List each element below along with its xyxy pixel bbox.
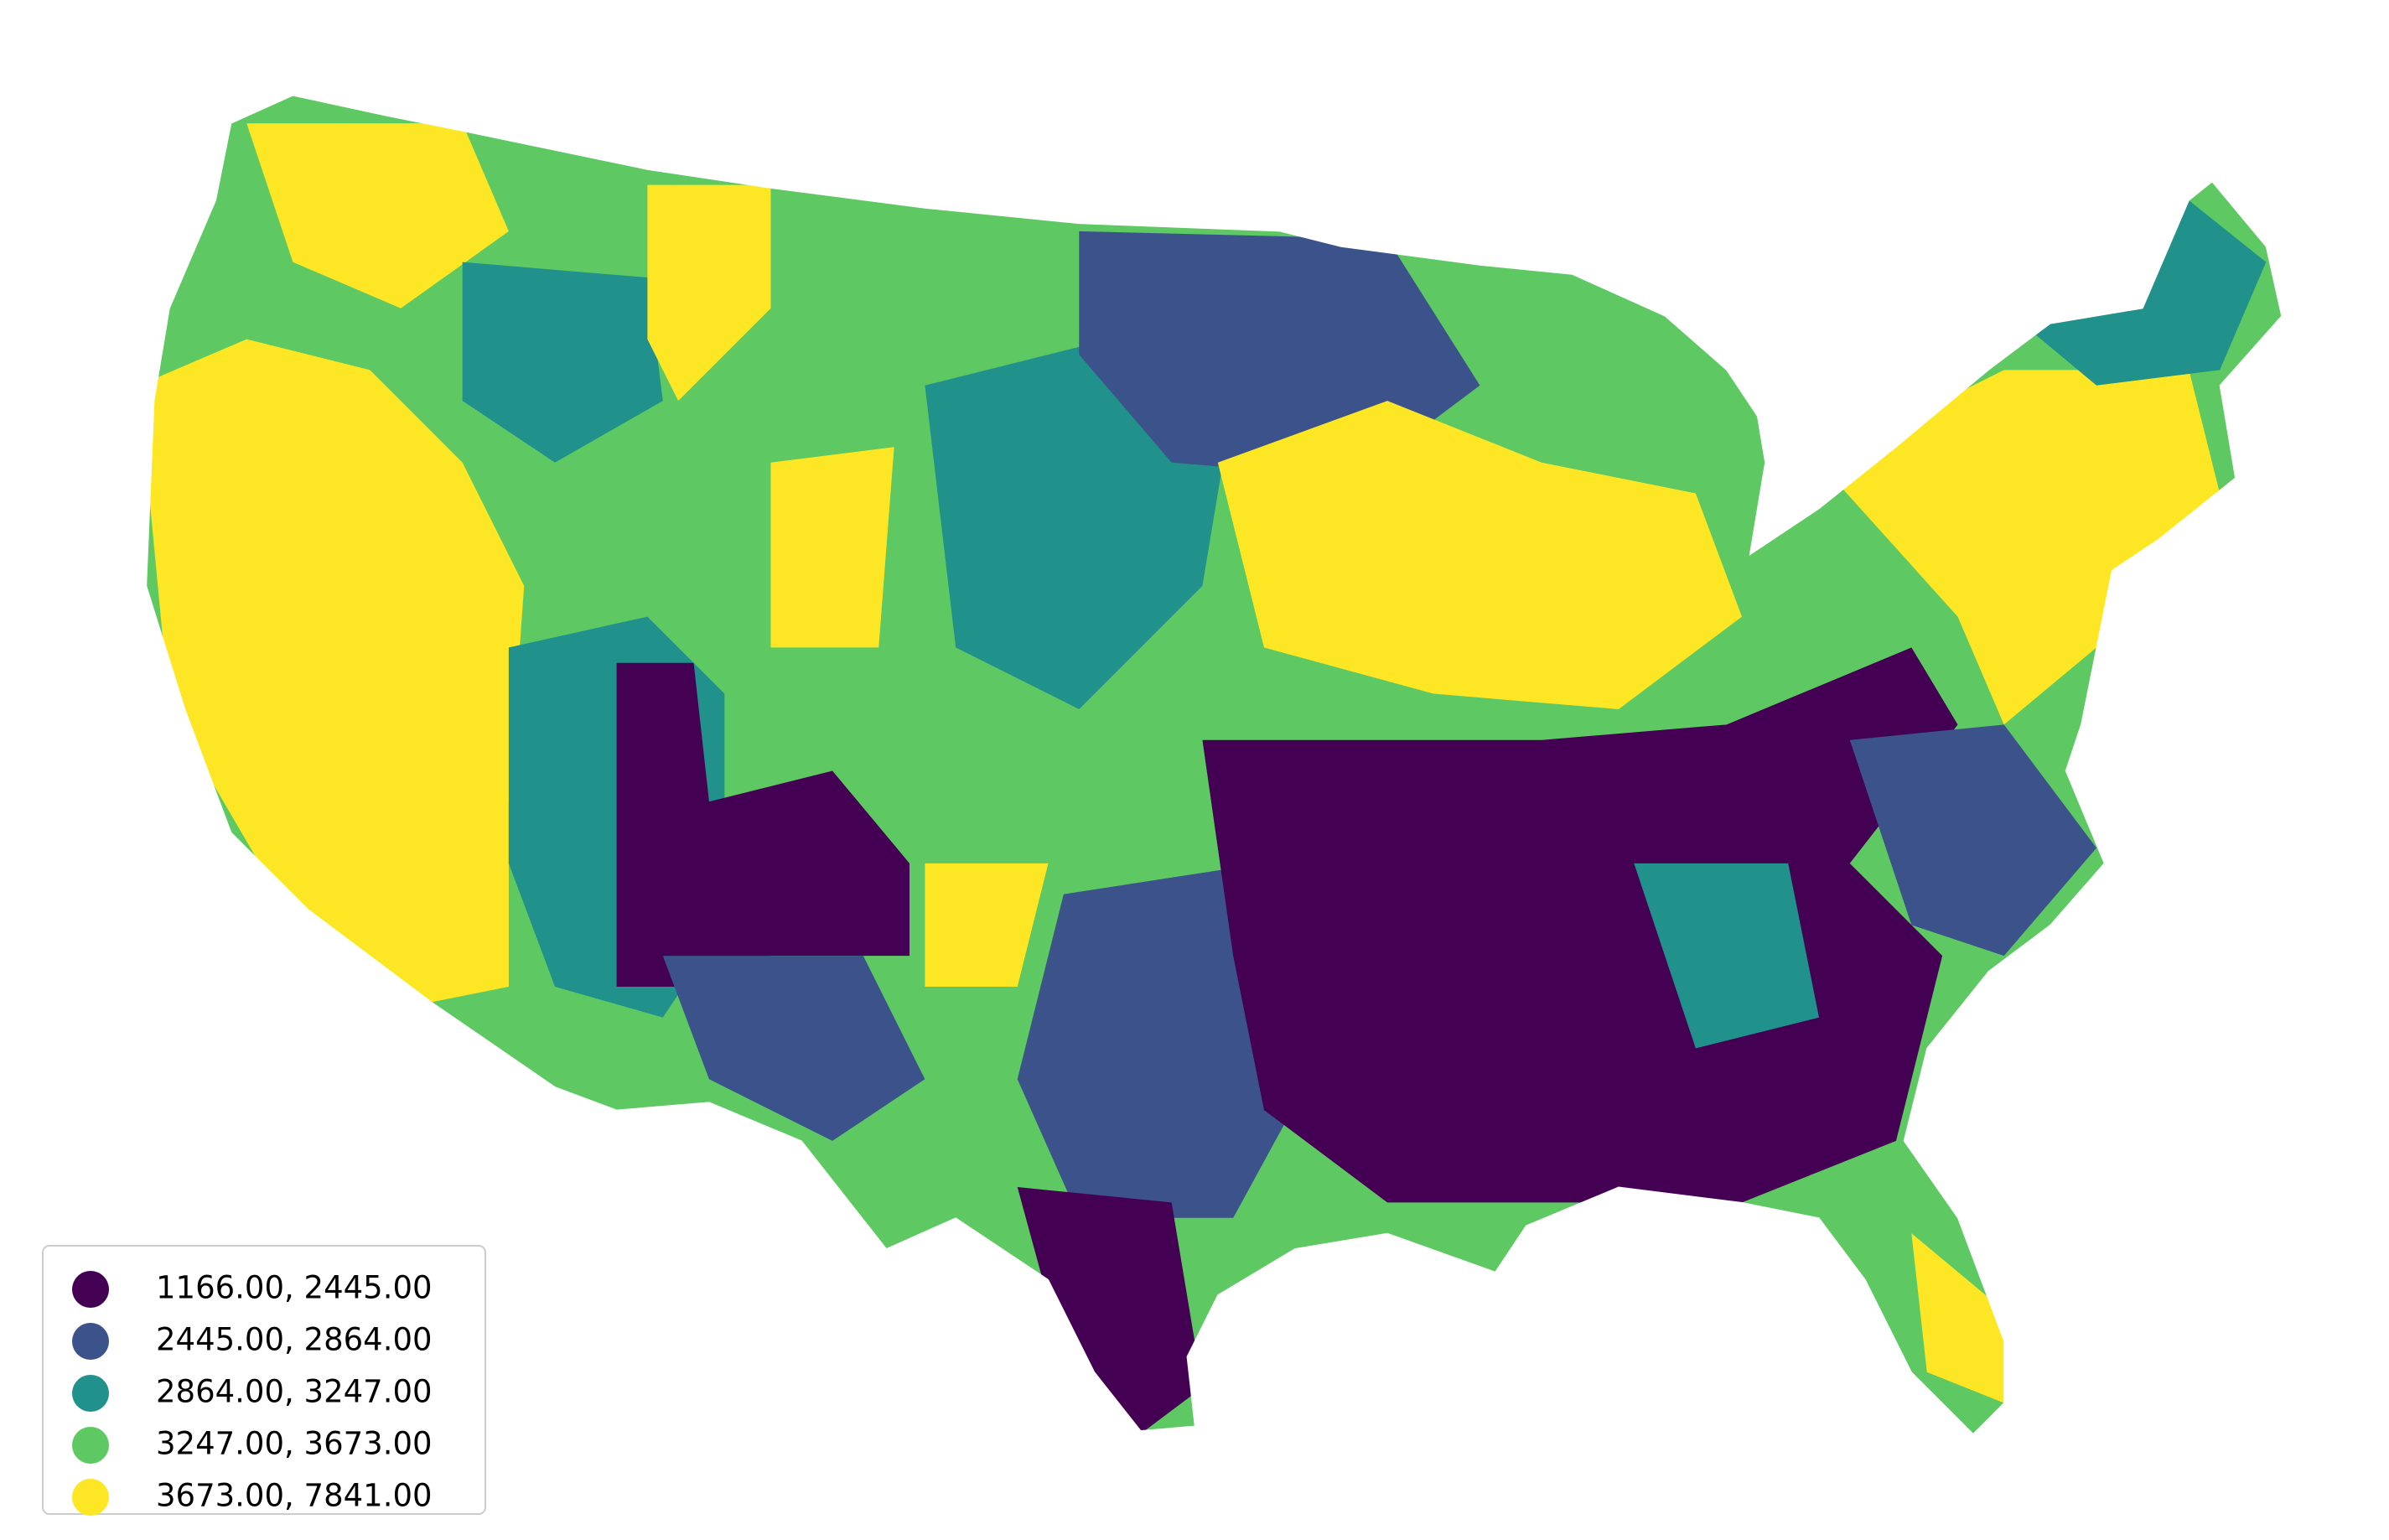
legend-label: 3673.00, 7841.00 xyxy=(156,1478,433,1514)
legend-label: 2864.00, 3247.00 xyxy=(156,1374,433,1410)
region xyxy=(1634,863,1820,1049)
legend-marker xyxy=(72,1427,109,1464)
legend: 1166.00, 2445.00 2445.00, 2864.00 2864.00,… xyxy=(42,1245,486,1516)
region xyxy=(770,447,894,648)
region xyxy=(662,956,925,1141)
region xyxy=(1217,401,1743,709)
region xyxy=(647,184,771,402)
region xyxy=(462,262,663,463)
region xyxy=(1849,724,2097,957)
legend-frame xyxy=(42,1245,486,1515)
legend-marker xyxy=(72,1271,109,1308)
region xyxy=(925,863,1049,987)
region xyxy=(246,123,509,309)
legend-marker xyxy=(72,1375,109,1412)
region xyxy=(1819,370,2221,725)
legend-marker xyxy=(72,1479,109,1516)
region xyxy=(1911,1233,2004,1403)
region xyxy=(616,662,910,987)
legend-label: 2445.00, 2864.00 xyxy=(156,1322,433,1358)
region xyxy=(1017,1187,1203,1434)
region xyxy=(146,339,525,1003)
legend-marker xyxy=(72,1323,109,1360)
legend-label: 3247.00, 3673.00 xyxy=(156,1426,433,1462)
region xyxy=(1202,647,1958,1203)
legend-label: 1166.00, 2445.00 xyxy=(156,1270,433,1306)
